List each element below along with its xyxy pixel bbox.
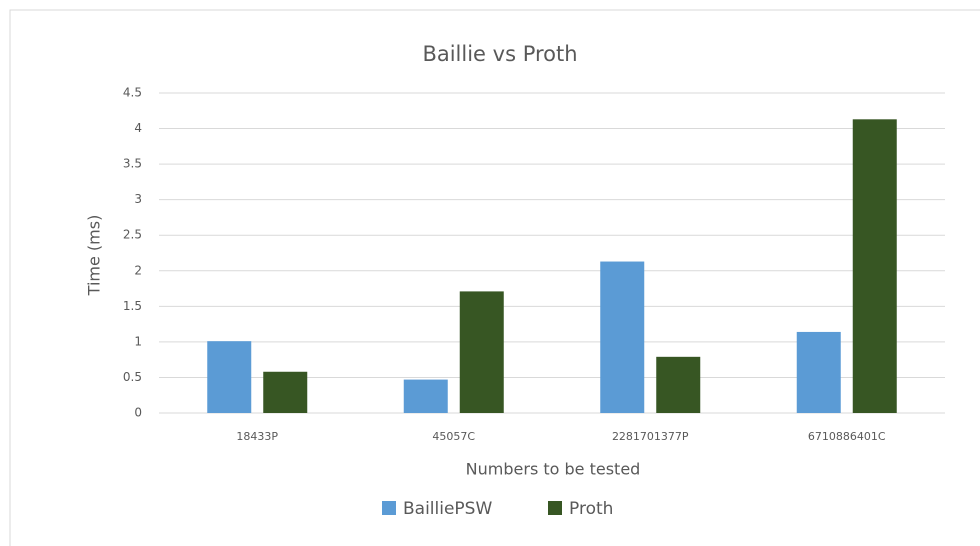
y-tick-label: 1	[134, 334, 142, 348]
legend-swatch	[382, 501, 396, 515]
y-tick-label: 3	[134, 192, 142, 206]
chart-border	[9, 9, 980, 546]
y-tick-label: 4.5	[123, 86, 142, 100]
x-tick-label: 6710886401C	[808, 430, 886, 443]
y-tick-label: 4	[134, 121, 142, 135]
legend-label: BailliePSW	[403, 499, 492, 519]
y-tick-label: 0	[134, 406, 142, 420]
x-axis-label: Numbers to be tested	[466, 460, 641, 479]
y-tick-label: 2.5	[123, 228, 142, 242]
bar	[852, 119, 897, 414]
bar	[263, 371, 308, 413]
bar	[656, 356, 701, 413]
y-tick-label: 1.5	[123, 299, 142, 313]
x-tick-label: 18433P	[236, 430, 278, 443]
y-tick-label: 0.5	[123, 370, 142, 384]
x-tick-label: 2281701377P	[612, 430, 689, 443]
bar	[796, 331, 841, 413]
bar	[459, 291, 504, 413]
bar	[207, 341, 252, 413]
y-tick-label: 3.5	[123, 157, 142, 171]
legend-swatch	[548, 501, 562, 515]
y-tick-label: 2	[134, 263, 142, 277]
legend-label: Proth	[569, 499, 613, 519]
bar	[403, 379, 448, 413]
chart-title: Baillie vs Proth	[422, 42, 577, 66]
x-tick-label: 45057C	[432, 430, 475, 443]
y-axis-label: Time (ms)	[85, 215, 104, 297]
bar	[600, 261, 645, 413]
